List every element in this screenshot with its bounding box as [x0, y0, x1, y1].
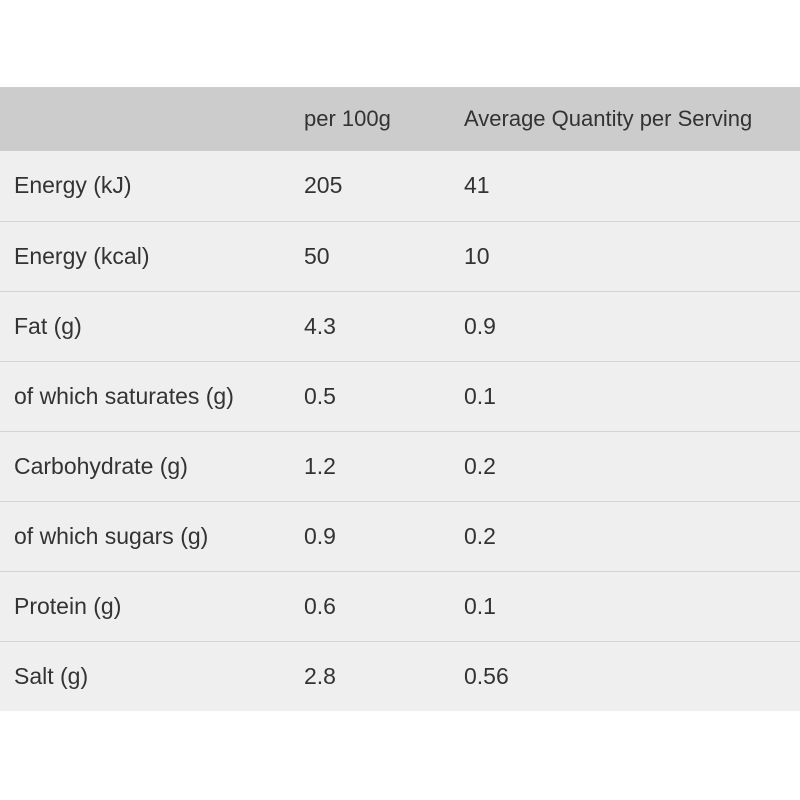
per-serving-value: 0.2	[464, 522, 496, 549]
header-per-100g: per 100g	[304, 106, 391, 131]
per-100g-value: 50	[304, 242, 330, 269]
table-row: Fat (g) 4.3 0.9	[0, 291, 800, 361]
header-nutrient	[0, 87, 290, 151]
per-100g-value: 2.8	[304, 662, 336, 689]
header-row: per 100g Average Quantity per Serving	[0, 87, 800, 151]
per-serving-value: 0.1	[464, 382, 496, 409]
table-body: Energy (kJ) 205 41 Energy (kcal) 50 10 F…	[0, 151, 800, 711]
nutrient-name: Protein (g)	[14, 592, 122, 619]
nutrient-name: of which sugars (g)	[14, 522, 209, 549]
table-row: Energy (kJ) 205 41	[0, 151, 800, 221]
table-row: of which saturates (g) 0.5 0.1	[0, 361, 800, 431]
per-serving-value: 0.2	[464, 452, 496, 479]
per-100g-value: 0.5	[304, 382, 336, 409]
nutrient-name: Energy (kcal)	[14, 242, 150, 269]
nutrient-name: of which saturates (g)	[14, 382, 234, 409]
nutrient-name: Carbohydrate (g)	[14, 452, 188, 479]
table-header: per 100g Average Quantity per Serving	[0, 87, 800, 151]
per-100g-value: 1.2	[304, 452, 336, 479]
per-serving-value: 41	[464, 172, 490, 199]
header-per-serving: Average Quantity per Serving	[464, 106, 753, 131]
table-row: Energy (kcal) 50 10	[0, 221, 800, 291]
per-serving-value: 10	[464, 242, 490, 269]
per-serving-value: 0.1	[464, 592, 496, 619]
nutrition-table: per 100g Average Quantity per Serving En…	[0, 87, 800, 711]
table-row: Carbohydrate (g) 1.2 0.2	[0, 431, 800, 501]
per-serving-value: 0.56	[464, 662, 509, 689]
per-100g-value: 0.9	[304, 522, 336, 549]
table-row: of which sugars (g) 0.9 0.2	[0, 501, 800, 571]
per-serving-value: 0.9	[464, 312, 496, 339]
nutrient-name: Energy (kJ)	[14, 172, 132, 199]
per-100g-value: 4.3	[304, 312, 336, 339]
nutrient-name: Salt (g)	[14, 662, 89, 689]
nutrient-name: Fat (g)	[14, 312, 82, 339]
table-row: Protein (g) 0.6 0.1	[0, 571, 800, 641]
table-row: Salt (g) 2.8 0.56	[0, 641, 800, 711]
per-100g-value: 205	[304, 172, 343, 199]
per-100g-value: 0.6	[304, 592, 336, 619]
